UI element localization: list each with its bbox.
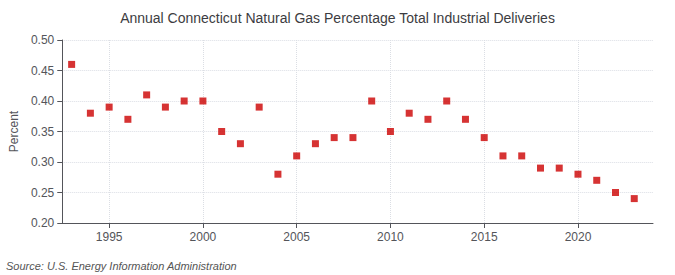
- svg-text:2000: 2000: [190, 230, 217, 244]
- svg-text:0.45: 0.45: [31, 64, 55, 78]
- svg-text:0.35: 0.35: [31, 125, 55, 139]
- svg-text:2020: 2020: [565, 230, 592, 244]
- svg-text:Source: U.S. Energy Informatio: Source: U.S. Energy Information Administ…: [6, 260, 237, 272]
- svg-text:Percent: Percent: [7, 110, 21, 152]
- svg-text:Annual Connecticut Natural Gas: Annual Connecticut Natural Gas Percentag…: [120, 10, 555, 26]
- svg-text:2015: 2015: [471, 230, 498, 244]
- svg-text:0.30: 0.30: [31, 155, 55, 169]
- svg-text:0.20: 0.20: [31, 216, 55, 230]
- svg-text:0.25: 0.25: [31, 186, 55, 200]
- svg-text:2010: 2010: [377, 230, 404, 244]
- svg-text:2005: 2005: [283, 230, 310, 244]
- svg-text:0.40: 0.40: [31, 94, 55, 108]
- svg-text:0.50: 0.50: [31, 33, 55, 47]
- svg-text:1995: 1995: [96, 230, 123, 244]
